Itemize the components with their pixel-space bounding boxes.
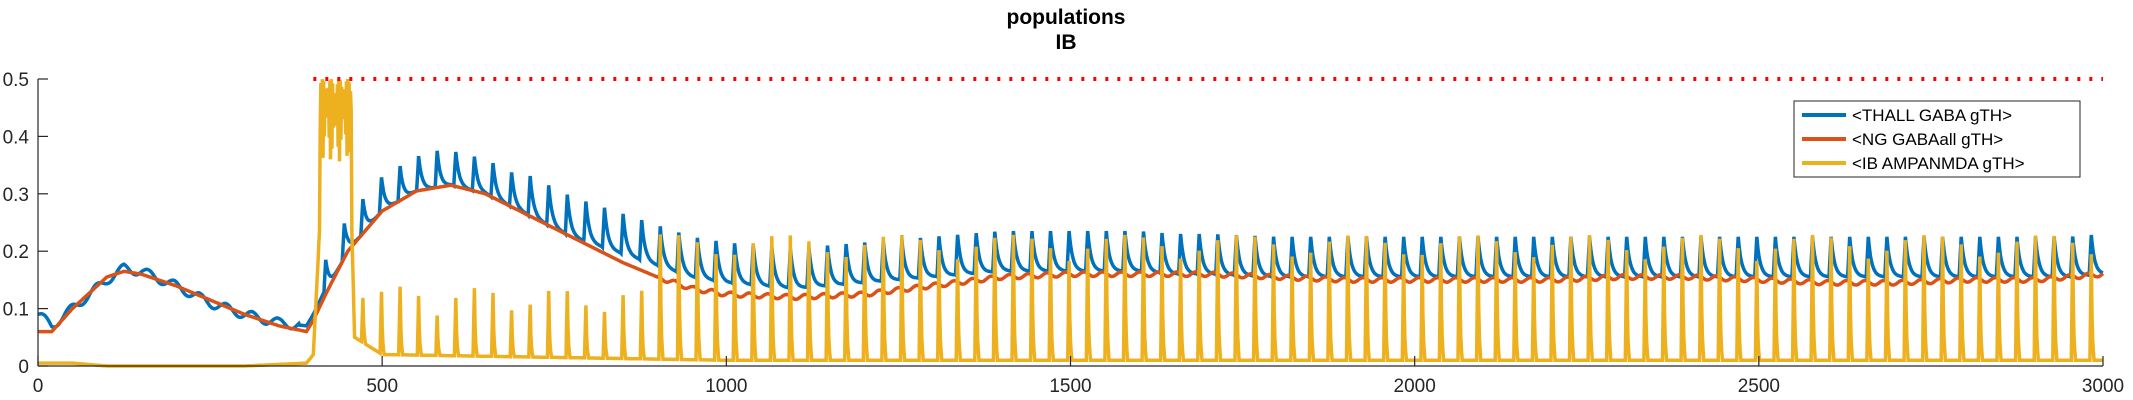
y-tick-label: 0.4 xyxy=(3,127,30,148)
chart-title: populations xyxy=(1007,6,1126,29)
x-tick-label: 2500 xyxy=(1738,376,1780,397)
legend: <THALL GABA gTH> <NG GABAall gTH> <IB AM… xyxy=(1793,100,2081,178)
x-tick-label: 0 xyxy=(33,376,44,397)
legend-label-thall: <THALL GABA gTH> xyxy=(1852,106,2012,125)
x-tick-label: 1000 xyxy=(705,376,747,397)
y-tick-label: 0.5 xyxy=(3,70,29,91)
series-line-ib xyxy=(38,78,2103,368)
chart-subtitle: IB xyxy=(1056,31,1077,54)
series-line-thall xyxy=(37,150,2104,331)
legend-label-ib: <IB AMPANMDA gTH> xyxy=(1852,154,2025,173)
y-tick-label: 0.1 xyxy=(3,300,29,321)
y-tick-label: 0.3 xyxy=(3,185,29,206)
legend-label-ng: <NG GABAall gTH> xyxy=(1852,130,2003,149)
x-tick-label: 1500 xyxy=(1049,376,1091,397)
y-tick-label: 0.2 xyxy=(3,242,29,263)
x-tick-label: 500 xyxy=(366,376,398,397)
x-tick-label: 2000 xyxy=(1394,376,1436,397)
y-tick-label: 0 xyxy=(18,357,29,378)
series-layer xyxy=(37,78,2105,368)
y-axis-ticks: 0 0.1 0.2 0.3 0.4 0.5 xyxy=(3,70,48,378)
x-axis-ticks: 0 500 1000 1500 2000 2500 3000 xyxy=(33,356,2124,397)
x-tick-label: 3000 xyxy=(2082,376,2124,397)
